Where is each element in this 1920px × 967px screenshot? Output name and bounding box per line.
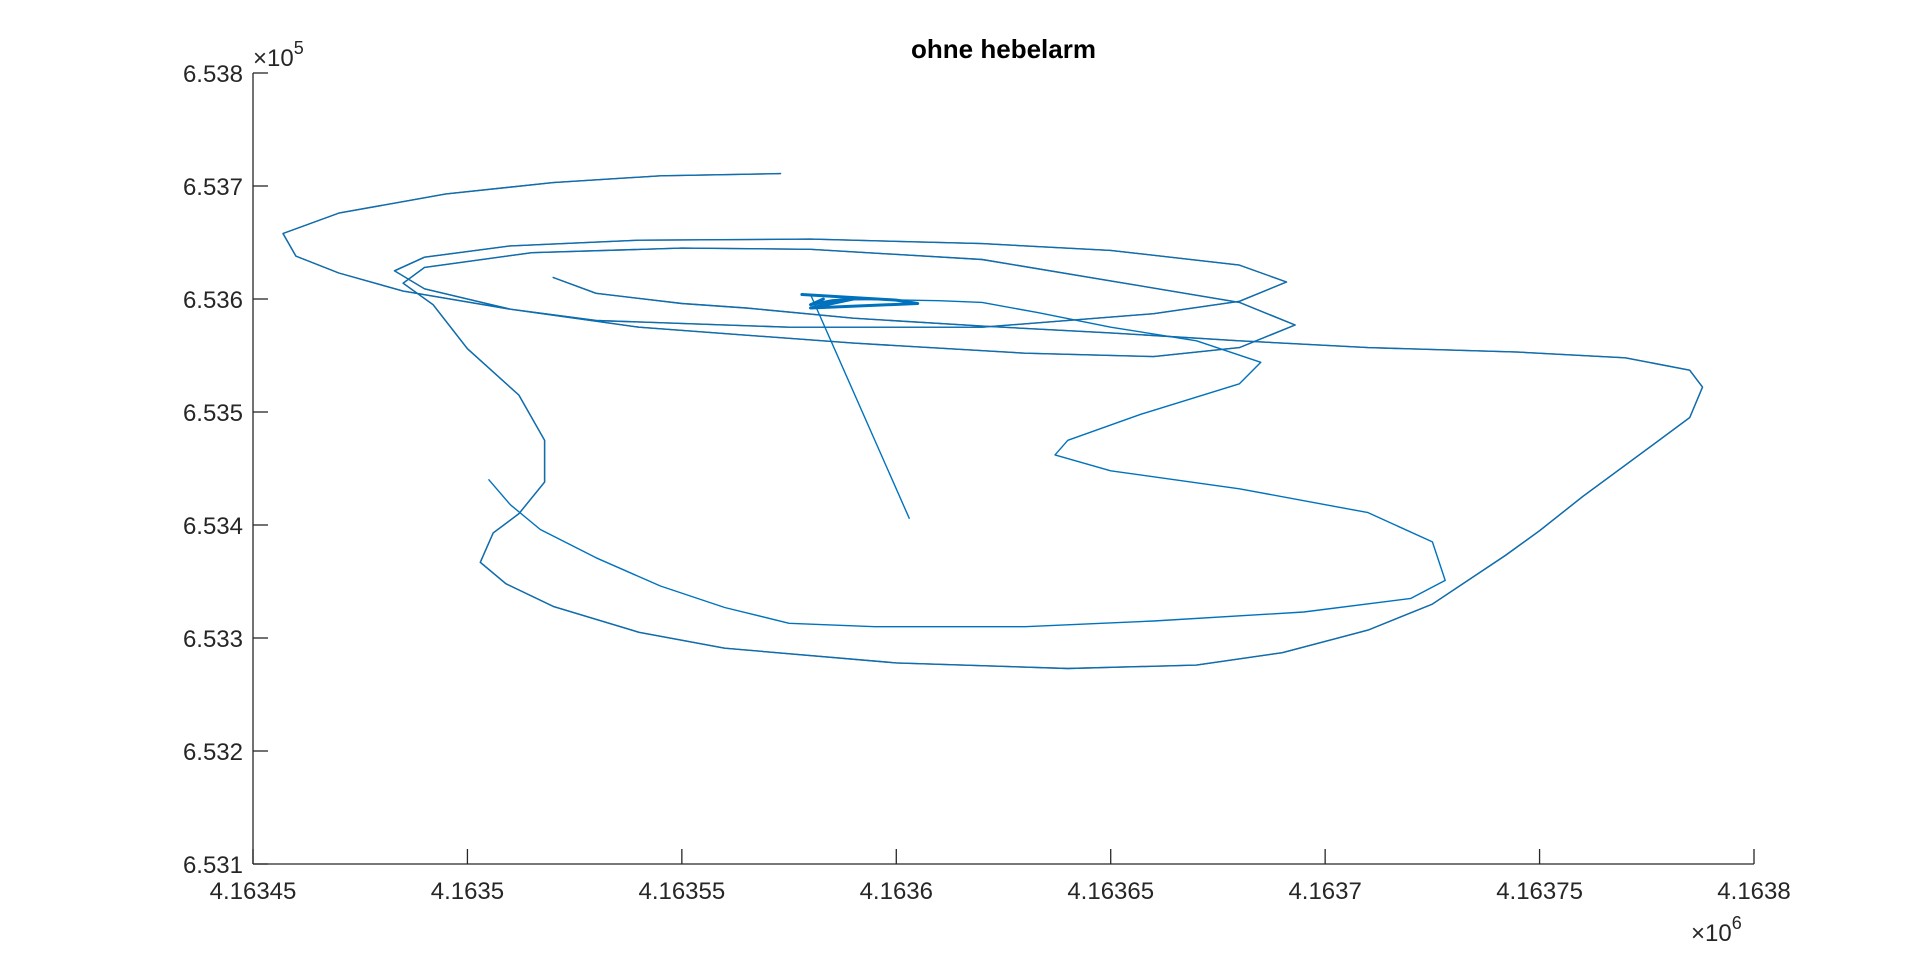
x-tick-label: 4.1636 (860, 878, 933, 905)
y-exponent-base: ×10 (253, 45, 294, 72)
series-line-2 (488, 298, 1446, 628)
series-line-4 (809, 293, 910, 519)
y-ticks: 6.531 6.532 6.533 6.534 6.535 6.536 6.537 6.538 (183, 61, 268, 879)
x-tick-label: 4.1638 (1717, 878, 1790, 905)
x-tick-label: 4.16345 (210, 878, 297, 905)
x-tick-label: 4.16355 (638, 878, 725, 905)
y-tick-label: 6.537 (183, 174, 243, 201)
x-tick-label: 4.16375 (1496, 878, 1583, 905)
axes (252, 73, 1754, 865)
y-exponent-power: 5 (294, 38, 304, 58)
x-tick-label: 4.16365 (1067, 878, 1154, 905)
y-tick-label: 6.531 (183, 852, 243, 879)
chart-title: ohne hebelarm (911, 34, 1096, 64)
y-tick-label: 6.532 (183, 739, 243, 766)
x-axis-exponent: ×106 (1691, 913, 1742, 947)
series-line-3 (800, 293, 920, 310)
x-exponent-power: 6 (1732, 913, 1742, 933)
x-tick-label: 4.1637 (1288, 878, 1361, 905)
y-tick-label: 6.538 (183, 61, 243, 88)
series-layer (282, 172, 1704, 670)
series-line-1 (282, 172, 1704, 670)
y-tick-label: 6.536 (183, 287, 243, 314)
x-ticks: 4.16345 4.1635 4.16355 4.1636 4.16365 4.1637 4… (210, 849, 1791, 905)
x-tick-label: 4.1635 (431, 878, 504, 905)
y-axis-exponent: ×105 (253, 38, 304, 72)
y-tick-label: 6.534 (183, 513, 243, 540)
y-tick-label: 6.535 (183, 400, 243, 427)
x-exponent-base: ×10 (1691, 920, 1732, 947)
y-tick-label: 6.533 (183, 626, 243, 653)
